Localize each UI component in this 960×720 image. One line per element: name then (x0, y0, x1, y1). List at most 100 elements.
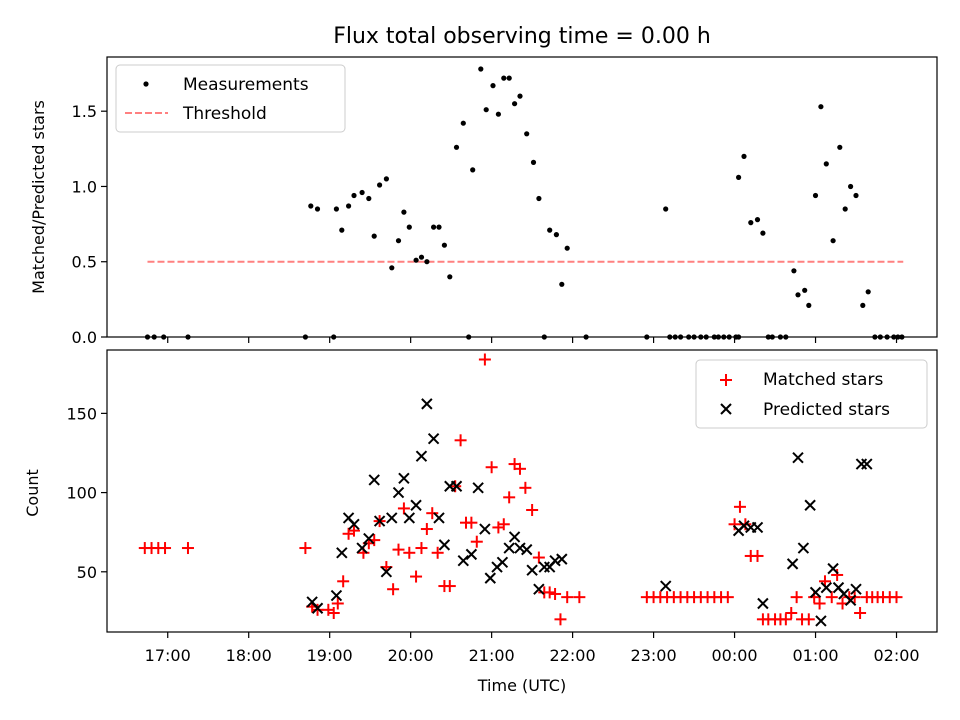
predicted-point-1 (311, 602, 324, 614)
predicted-point-18 (427, 433, 440, 445)
matched-point-39 (503, 491, 516, 504)
measurement-point-25 (436, 224, 442, 230)
measurement-point-65 (741, 153, 747, 159)
measurement-point-83 (848, 183, 854, 190)
count-x-tick-label-4: 21:00 (469, 646, 515, 665)
predicted-point-11 (386, 512, 398, 524)
ratio-x-ticks (167, 337, 898, 343)
predicted-point-50 (809, 586, 822, 599)
matched-point-46 (543, 586, 556, 599)
measurement-point-67 (754, 217, 761, 223)
ratio-y-ticks: 0.0 0.5 1.0 1.5 (72, 102, 107, 347)
predicted-point-8 (368, 474, 380, 486)
measurement-point-6 (314, 206, 321, 212)
predicted-point-9 (373, 515, 386, 527)
count-y-axis-label: Count (23, 469, 42, 517)
measurement-point-80 (830, 238, 836, 244)
measurement-point-20 (406, 224, 412, 230)
ratio-y-tick-label-3: 1.5 (72, 102, 97, 121)
count-panel: Count Time (UTC) 50 100 150 17:00 18:00 19:0… (23, 349, 938, 695)
predicted-point-16 (415, 450, 428, 462)
matched-point-74 (785, 606, 798, 619)
matched-point-4 (181, 542, 194, 555)
predicted-point-59 (861, 458, 873, 470)
matched-point-29 (443, 580, 456, 593)
measurement-point-41 (530, 159, 537, 165)
measurement-point-85 (860, 302, 866, 308)
measurement-point-15 (377, 182, 383, 188)
predicted-point-5 (348, 518, 360, 530)
count-legend: Matched stars Predicted stars (695, 359, 928, 429)
matched-point-22 (403, 546, 416, 559)
predicted-point-26 (479, 523, 491, 535)
measurement-point-34 (490, 83, 496, 89)
matched-point-63 (721, 591, 734, 604)
count-x-ticks: 17:00 18:00 19:00 20:00 21:00 22:00 23:00 00:00… (145, 632, 920, 665)
matched-point-86 (854, 606, 867, 619)
matched-point-81 (825, 591, 838, 604)
measurement-point-73 (791, 268, 797, 274)
measurement-point-86 (865, 289, 871, 295)
count-y-ticks: 50 100 150 (66, 404, 107, 582)
predicted-point-29 (496, 556, 509, 568)
predicted-point-13 (398, 472, 410, 485)
measurement-point-46 (559, 281, 565, 287)
predicted-point-57 (850, 583, 862, 595)
predicted-point-27 (484, 572, 496, 584)
count-x-tick-label-2: 19:00 (307, 646, 353, 665)
matched-point-13 (347, 524, 360, 537)
measurement-point-33 (483, 107, 489, 113)
measurement-point-12 (359, 189, 365, 196)
measurement-point-13 (366, 195, 372, 202)
count-x-tick-label-7: 00:00 (712, 646, 758, 665)
matched-point-7 (311, 603, 324, 616)
measurement-point-77 (812, 192, 819, 199)
measurement-point-21 (413, 257, 419, 263)
ratio-legend: Measurements Threshold (115, 64, 346, 133)
measurement-point-76 (806, 302, 812, 308)
matched-point-77 (802, 613, 815, 626)
matched-point-19 (387, 583, 400, 596)
legend-threshold-label: Threshold (182, 104, 267, 124)
matched-point-26 (426, 507, 439, 520)
measurement-point-18 (395, 238, 402, 244)
measurement-point-50 (663, 206, 669, 212)
measurement-point-24 (431, 224, 437, 230)
measurement-point-74 (795, 292, 801, 298)
matched-point-82 (831, 568, 844, 581)
predicted-point-39 (556, 553, 568, 565)
measurement-point-14 (371, 233, 377, 239)
matched-point-48 (554, 613, 567, 626)
legend-matched-label: Matched stars (763, 370, 883, 390)
predicted-point-49 (804, 499, 816, 511)
predicted-point-56 (844, 594, 857, 607)
measurement-point-19 (401, 209, 407, 215)
measurement-point-36 (501, 75, 507, 81)
measurement-point-9 (339, 227, 345, 233)
count-plot-frame (106, 349, 938, 633)
ratio-plot-frame (106, 56, 938, 338)
predicted-point-20 (438, 539, 451, 551)
measurement-point-66 (748, 220, 754, 226)
legend-predicted-label: Predicted stars (763, 400, 890, 420)
measurement-point-64 (736, 174, 742, 180)
matched-point-35 (478, 353, 491, 366)
matched-point-47 (549, 587, 562, 600)
matched-point-25 (420, 523, 433, 536)
legend-measurements-label: Measurements (183, 75, 309, 95)
measurement-point-84 (853, 192, 859, 199)
measurement-point-26 (441, 242, 447, 248)
ratio-y-tick-label-2: 1.0 (72, 177, 97, 196)
measurement-point-37 (506, 75, 512, 81)
measurement-point-28 (453, 144, 460, 150)
predicted-point-12 (392, 486, 405, 499)
count-y-tick-label-1: 100 (66, 484, 97, 503)
matched-point-50 (573, 591, 586, 604)
matched-point-34 (470, 535, 483, 548)
measurement-point-32 (478, 66, 484, 72)
ratio-y-tick-label-1: 0.5 (72, 253, 97, 272)
measurement-point-38 (511, 101, 518, 107)
predicted-point-22 (450, 480, 463, 492)
count-x-tick-label-9: 02:00 (873, 646, 919, 665)
